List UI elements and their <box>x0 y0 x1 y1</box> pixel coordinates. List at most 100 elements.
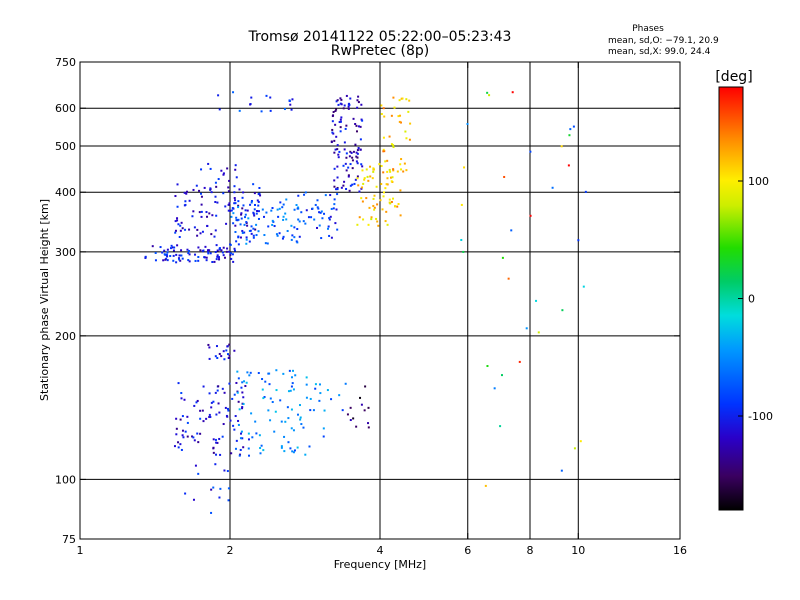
echo-point <box>579 440 582 443</box>
echo-point <box>305 376 308 379</box>
echo-point <box>360 197 363 200</box>
echo-point <box>310 216 313 219</box>
echo-point <box>269 96 272 99</box>
echo-point <box>398 99 401 102</box>
echo-point <box>349 150 352 153</box>
echo-point <box>408 99 411 102</box>
echo-point <box>216 254 219 257</box>
echo-point <box>285 218 288 221</box>
echo-point <box>333 198 336 201</box>
echo-point <box>235 439 238 442</box>
echo-point <box>210 233 213 236</box>
echo-point <box>380 113 383 116</box>
echo-point <box>234 199 237 202</box>
echo-point <box>249 229 252 232</box>
echo-point <box>486 91 489 94</box>
echo-point <box>245 221 248 224</box>
echo-point <box>192 436 195 439</box>
echo-point <box>569 128 572 131</box>
echo-point <box>207 343 210 346</box>
echo-point <box>215 244 218 247</box>
echo-point <box>356 152 359 155</box>
echo-point <box>180 254 183 257</box>
echo-point <box>329 215 332 218</box>
echo-point <box>206 249 209 252</box>
echo-point <box>316 206 319 209</box>
echo-point <box>175 253 178 256</box>
echo-point <box>166 259 169 262</box>
echo-point <box>236 391 239 394</box>
echo-point <box>253 214 256 217</box>
echo-point <box>233 428 236 431</box>
echo-point <box>221 251 224 254</box>
echo-point <box>362 182 365 185</box>
echo-point <box>166 248 169 251</box>
echo-point <box>215 413 218 416</box>
echo-point <box>235 176 238 179</box>
echo-point <box>207 252 210 255</box>
echo-point <box>208 249 211 252</box>
echo-point <box>348 103 351 106</box>
echo-point <box>183 191 186 194</box>
echo-point <box>320 237 323 240</box>
echo-point <box>331 120 334 123</box>
echo-point <box>297 218 300 221</box>
echo-point <box>244 213 247 216</box>
echo-point <box>218 437 221 440</box>
echo-point <box>334 109 337 112</box>
echo-point <box>568 134 571 137</box>
echo-point <box>273 430 276 433</box>
echo-point <box>302 426 305 429</box>
echo-point <box>336 176 339 179</box>
echo-point <box>243 223 246 226</box>
y-tick-label: 600 <box>55 102 76 115</box>
echo-point <box>364 385 367 388</box>
echo-point <box>399 163 402 166</box>
echo-point <box>386 183 389 186</box>
echo-point <box>361 200 364 203</box>
echo-point <box>349 184 352 187</box>
echo-point <box>359 125 362 128</box>
echo-point <box>186 190 189 193</box>
echo-point <box>232 91 235 94</box>
echo-point <box>392 144 395 147</box>
echo-point <box>386 159 389 162</box>
echo-point <box>215 441 218 444</box>
echo-point <box>209 167 212 170</box>
echo-point <box>399 121 402 124</box>
echo-point <box>227 209 230 212</box>
echo-point <box>286 229 289 232</box>
echo-point <box>361 165 364 168</box>
echo-point <box>242 191 245 194</box>
echo-point <box>359 148 362 151</box>
echo-point <box>173 246 176 249</box>
echo-point <box>333 167 336 170</box>
echo-point <box>318 224 321 227</box>
echo-point <box>239 236 242 239</box>
echo-point <box>296 228 299 231</box>
echo-point <box>184 203 187 206</box>
echo-point <box>256 199 259 202</box>
echo-point <box>295 204 298 207</box>
echo-point <box>210 406 213 409</box>
echo-point <box>351 159 354 162</box>
echo-point <box>336 193 339 196</box>
echo-point <box>294 374 297 377</box>
echo-point <box>345 156 348 159</box>
echo-point <box>267 372 270 375</box>
echo-point <box>223 391 226 394</box>
echo-point <box>363 409 366 412</box>
echo-point <box>346 413 349 416</box>
echo-point <box>296 413 299 416</box>
echo-point <box>163 253 166 256</box>
echo-point <box>360 118 363 121</box>
echo-point <box>388 135 391 138</box>
echo-point <box>484 484 487 487</box>
echo-point <box>230 452 233 455</box>
echo-point <box>392 146 395 149</box>
echo-point <box>196 399 199 402</box>
echo-point <box>212 451 215 454</box>
echo-point <box>174 229 177 232</box>
echo-point <box>215 214 218 217</box>
echo-point <box>180 397 183 400</box>
